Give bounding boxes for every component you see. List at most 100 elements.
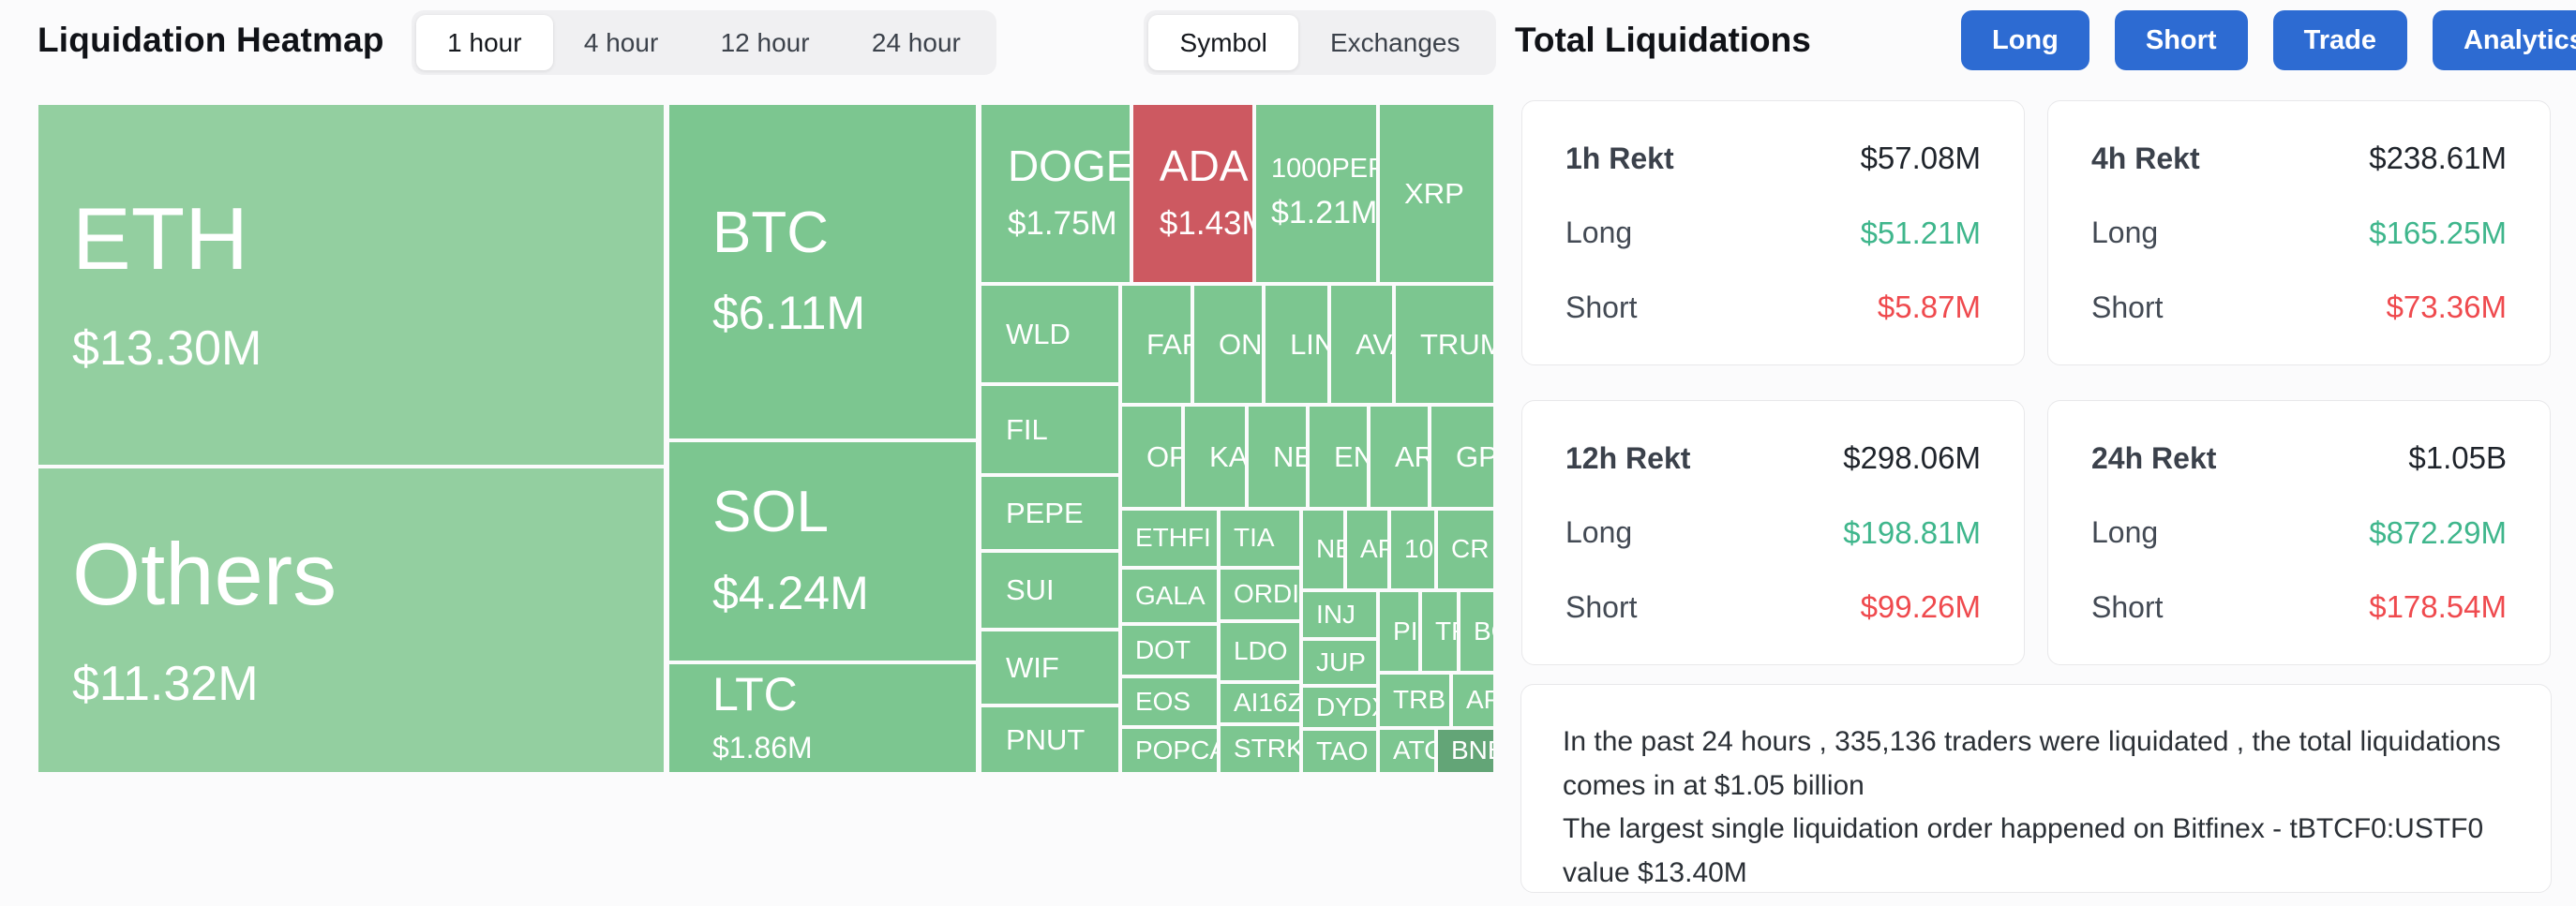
cell-symbol: GPS bbox=[1455, 439, 1493, 473]
treemap-cell-sui[interactable]: SUI bbox=[979, 551, 1120, 630]
view-tab-symbol[interactable]: Symbol bbox=[1148, 15, 1299, 70]
cell-symbol: INJ bbox=[1316, 599, 1356, 629]
treemap-cell-ldo[interactable]: LDO bbox=[1218, 620, 1302, 682]
cell-symbol: KAITO bbox=[1209, 439, 1247, 473]
cell-symbol: EOS bbox=[1134, 686, 1191, 716]
treemap-cell-eth[interactable]: ETH $13.30M bbox=[37, 103, 666, 467]
row-value: $178.54M bbox=[2369, 589, 2507, 624]
treemap-cell-trb[interactable]: TRB bbox=[1378, 673, 1451, 728]
cell-symbol: NEAR bbox=[1273, 439, 1306, 473]
treemap-cell-cr[interactable]: CR bbox=[1435, 508, 1495, 590]
treemap-cell-pnut[interactable]: PNUT bbox=[979, 705, 1120, 774]
treemap-cell-ai16z[interactable]: AI16Z bbox=[1218, 681, 1302, 724]
time-range-tabs: 1 hour 4 hour 12 hour 24 hour bbox=[412, 10, 996, 75]
treemap-cell-atom[interactable]: ATOM bbox=[1378, 728, 1436, 774]
cell-symbol: SUI bbox=[1005, 573, 1055, 607]
treemap-cell-pi[interactable]: PI bbox=[1378, 589, 1420, 674]
time-tab-24-hour[interactable]: 24 hour bbox=[871, 27, 961, 57]
treemap-cell-link[interactable]: LINK bbox=[1264, 284, 1330, 406]
treemap-cell-ondo[interactable]: ONDO bbox=[1191, 284, 1264, 406]
cell-symbol: PI bbox=[1393, 616, 1418, 646]
treemap-cell-tia[interactable]: TIA bbox=[1218, 508, 1302, 568]
treemap-cell-popcat[interactable]: POPCAT bbox=[1119, 727, 1219, 774]
cell-symbol: DYDX bbox=[1316, 691, 1376, 721]
summary-line-1: In the past 24 hours , 335,136 traders w… bbox=[1563, 726, 2501, 801]
total-liquidations-title: Total Liquidations bbox=[1515, 21, 1811, 59]
treemap-cell-inj[interactable]: INJ bbox=[1301, 589, 1379, 639]
cell-value: $6.11M bbox=[711, 287, 866, 340]
rekt-card-total: $238.61M bbox=[2369, 141, 2507, 175]
time-tab-4-hour[interactable]: 4 hour bbox=[583, 27, 659, 57]
cell-symbol: ETH bbox=[72, 189, 248, 289]
treemap-cell-arb[interactable]: ARB bbox=[1368, 404, 1430, 509]
time-tab-1-hour[interactable]: 1 hour bbox=[416, 15, 553, 70]
treemap-cell-kaito[interactable]: KAITO bbox=[1183, 404, 1247, 509]
treemap-cell-tr[interactable]: TR bbox=[1420, 589, 1459, 674]
cell-symbol: SOL bbox=[711, 480, 830, 545]
treemap-cell-ada[interactable]: ADA $1.43M bbox=[1131, 103, 1254, 285]
treemap-cell-bc[interactable]: BC bbox=[1458, 589, 1495, 674]
treemap-cell-ethfi[interactable]: ETHFI bbox=[1119, 508, 1219, 568]
treemap-cell-strk[interactable]: STRK bbox=[1218, 724, 1302, 774]
summary-line-2: The largest single liquidation order hap… bbox=[1563, 813, 2484, 888]
treemap-cell-avax[interactable]: AVAX bbox=[1329, 284, 1394, 406]
view-tab-exchanges[interactable]: Exchanges bbox=[1329, 27, 1460, 57]
cell-symbol: AP bbox=[1360, 534, 1387, 564]
long-button[interactable]: Long bbox=[1961, 10, 2089, 70]
1h-rekt-long-row: Long $51.21M bbox=[1565, 215, 1981, 251]
treemap-cell-wld[interactable]: WLD bbox=[979, 284, 1120, 384]
treemap-cell-btc[interactable]: BTC $6.11M bbox=[666, 103, 978, 440]
treemap-cell-eos[interactable]: EOS bbox=[1119, 676, 1219, 727]
treemap-cell-tao[interactable]: TAO bbox=[1301, 729, 1379, 774]
row-label: Short bbox=[2091, 290, 2164, 324]
cell-symbol: CR bbox=[1450, 534, 1490, 564]
treemap-cell-1000pepe[interactable]: 1000PEPE $1.21M bbox=[1253, 103, 1379, 285]
treemap-cell-fil[interactable]: FIL bbox=[979, 384, 1120, 476]
treemap-cell-gala[interactable]: GALA bbox=[1119, 567, 1219, 624]
treemap-cell-wif[interactable]: WIF bbox=[979, 629, 1120, 705]
12h-rekt-long-row: Long $198.81M bbox=[1565, 515, 1981, 551]
treemap-cell-jup[interactable]: JUP bbox=[1301, 639, 1379, 686]
rekt-card-title: 24h Rekt bbox=[2091, 440, 2217, 475]
cell-symbol: ENA bbox=[1334, 439, 1367, 473]
cell-symbol: LINK bbox=[1290, 327, 1327, 361]
treemap-cell-ena[interactable]: ENA bbox=[1308, 404, 1370, 509]
treemap-cell-gps[interactable]: GPS bbox=[1429, 404, 1495, 509]
treemap-cell-dydx[interactable]: DYDX bbox=[1301, 685, 1379, 730]
treemap-cell-others[interactable]: Others $11.32M bbox=[37, 467, 666, 774]
rekt-card-total: $298.06M bbox=[1843, 440, 1981, 475]
cell-symbol: LTC bbox=[711, 667, 798, 720]
treemap-cell-ltc[interactable]: LTC $1.86M bbox=[666, 662, 978, 774]
row-label: Long bbox=[1565, 515, 1633, 549]
rekt-card-12h-rekt: 12h Rekt $298.06M Long $198.81M Short $99.26M bbox=[1521, 400, 2025, 665]
treemap-cell-ne[interactable]: NE bbox=[1301, 508, 1346, 590]
cell-symbol: PNUT bbox=[1005, 722, 1086, 756]
treemap-cell-100[interactable]: 100 bbox=[1389, 508, 1436, 590]
short-button[interactable]: Short bbox=[2114, 10, 2248, 70]
cell-symbol: BNB bbox=[1450, 735, 1493, 765]
treemap-cell-fartcoin[interactable]: FARTCOIN bbox=[1119, 284, 1192, 406]
row-value: $73.36M bbox=[2386, 290, 2507, 324]
time-tab-12-hour[interactable]: 12 hour bbox=[720, 27, 810, 57]
cell-symbol: APE bbox=[1466, 685, 1493, 715]
treemap-cell-xrp[interactable]: XRP bbox=[1378, 103, 1495, 285]
treemap-cell-doge[interactable]: DOGE $1.75M bbox=[979, 103, 1131, 285]
treemap-cell-ap[interactable]: AP bbox=[1345, 508, 1390, 590]
treemap-cell-ape[interactable]: APE bbox=[1451, 673, 1495, 728]
treemap-cell-near[interactable]: NEAR bbox=[1247, 404, 1309, 509]
treemap-cell-trump[interactable]: TRUMP bbox=[1394, 284, 1495, 406]
treemap-cell-ordi[interactable]: ORDI bbox=[1218, 567, 1302, 621]
row-value: $5.87M bbox=[1877, 290, 1981, 324]
rekt-card-title: 4h Rekt bbox=[2091, 141, 2200, 175]
cell-symbol: WIF bbox=[1005, 650, 1059, 684]
treemap-cell-bnb[interactable]: BNB bbox=[1435, 728, 1495, 774]
cell-symbol: ADA bbox=[1159, 141, 1249, 191]
rekt-card-4h-rekt: 4h Rekt $238.61M Long $165.25M Short $73.36M bbox=[2047, 100, 2551, 365]
trade-button[interactable]: Trade bbox=[2272, 10, 2407, 70]
treemap-cell-op[interactable]: OP bbox=[1119, 404, 1183, 509]
cell-symbol: GALA bbox=[1134, 580, 1206, 610]
treemap-cell-sol[interactable]: SOL $4.24M bbox=[666, 440, 978, 662]
treemap-cell-pepe[interactable]: PEPE bbox=[979, 475, 1120, 551]
treemap-cell-dot[interactable]: DOT bbox=[1119, 623, 1219, 676]
analytics-button[interactable]: Analytics bbox=[2432, 10, 2576, 70]
